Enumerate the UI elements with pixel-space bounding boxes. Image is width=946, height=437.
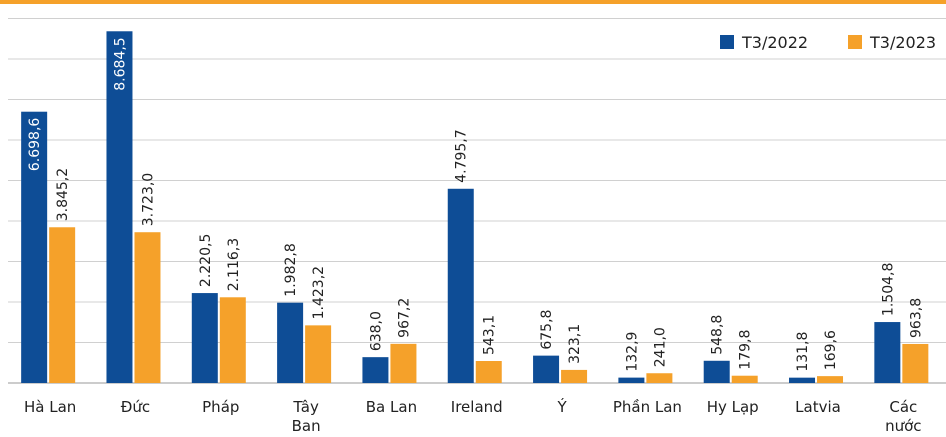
x-tick-label: Đức: [120, 398, 151, 416]
value-label: 963,8: [908, 298, 924, 338]
bar: [191, 293, 218, 383]
bar: [219, 297, 246, 383]
value-label: 675,8: [539, 310, 555, 350]
bar: [646, 373, 673, 383]
value-label: 2.116,3: [226, 238, 242, 291]
value-label: 548,8: [710, 315, 726, 355]
value-label: 131,8: [795, 332, 811, 372]
x-tick-label: Ý: [557, 398, 567, 416]
x-tick-label: Phần Lan: [612, 398, 682, 416]
bar: [561, 369, 588, 383]
x-tick-label: Latvia: [795, 398, 841, 416]
x-tick-label: Ireland: [450, 398, 503, 416]
x-tick-label: Hy Lạp: [706, 398, 759, 416]
value-label: 8.684,5: [112, 37, 128, 90]
value-label: 241,0: [652, 327, 668, 367]
bar: [789, 377, 816, 383]
value-label: 2.220,5: [198, 234, 214, 287]
value-label: 4.795,7: [454, 129, 470, 182]
x-tick-label: Ba Lan: [365, 398, 418, 416]
bar: [277, 302, 304, 383]
value-label: 967,2: [396, 298, 412, 338]
bar: [533, 355, 560, 383]
x-tick-label: Các nước khác: [885, 398, 922, 437]
bar: [817, 376, 844, 383]
value-label: 543,1: [482, 315, 498, 355]
bar: [475, 361, 502, 383]
legend-label: T3/2023: [869, 33, 936, 52]
bar: [618, 377, 645, 383]
x-tick-label: Tây Ban Nha: [291, 398, 321, 437]
legend-swatch: [720, 35, 734, 49]
bar: [703, 360, 730, 383]
value-label: 1.982,8: [283, 243, 299, 296]
value-label: 323,1: [567, 324, 583, 364]
value-label: 179,8: [738, 330, 754, 370]
value-label: 3.723,0: [140, 173, 156, 226]
legend-swatch: [848, 35, 862, 49]
value-label: 1.504,8: [880, 263, 896, 316]
value-label: 1.423,2: [311, 266, 327, 319]
value-label: 6.698,6: [27, 118, 43, 172]
bar: [902, 343, 929, 383]
bar: [447, 188, 474, 383]
value-label: 169,6: [823, 330, 839, 370]
bar: [106, 31, 133, 384]
top-stripe: [0, 0, 946, 4]
bar: [390, 343, 417, 383]
bar: [362, 357, 389, 383]
bar: [874, 322, 901, 383]
bar: [49, 227, 76, 383]
bar: [731, 375, 758, 383]
bar: [21, 111, 48, 384]
value-label: 638,0: [368, 311, 384, 351]
bar: [305, 325, 332, 383]
value-label: 3.845,2: [55, 168, 71, 221]
legend-label: T3/2022: [741, 33, 808, 52]
x-tick-label: Hà Lan: [24, 398, 77, 416]
value-label: 132,9: [624, 332, 640, 372]
bar: [134, 232, 161, 383]
x-tick-label: Pháp: [202, 398, 240, 416]
